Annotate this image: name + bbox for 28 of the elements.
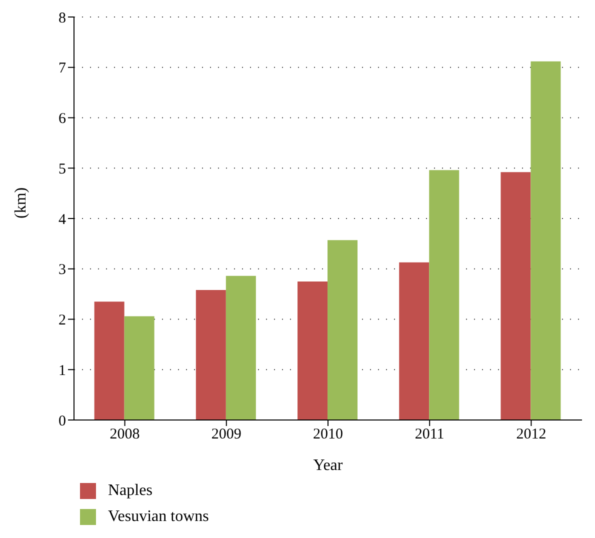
bar: [500, 172, 531, 420]
y-tick-label: 5: [58, 161, 66, 178]
x-tick-label: 2010: [313, 426, 343, 443]
bar: [530, 61, 561, 420]
bar: [124, 316, 154, 420]
x-tick-label: 2008: [110, 426, 140, 443]
bar: [226, 276, 256, 420]
legend-label: Vesuvian towns: [108, 507, 209, 527]
bar: [196, 290, 226, 420]
y-tick-label: 3: [58, 262, 66, 278]
y-axis-title: (km): [12, 187, 30, 218]
y-tick-label: 8: [58, 10, 66, 26]
x-tick-label: 2012: [516, 426, 546, 443]
legend-label: Naples: [108, 481, 152, 501]
bar: [399, 262, 430, 420]
y-tick-label: 1: [58, 362, 66, 379]
x-axis-title: Year: [313, 457, 344, 474]
y-tick-label: 4: [58, 212, 66, 228]
bar: [298, 281, 328, 420]
x-tick-label: 2011: [414, 426, 444, 443]
x-tick-label: 2009: [211, 426, 242, 443]
bar: [328, 240, 358, 420]
y-tick-label: 7: [58, 60, 66, 77]
bar: [94, 302, 124, 420]
y-tick-label: 2: [58, 312, 66, 329]
bar: [429, 170, 460, 420]
y-tick-label: 0: [58, 413, 66, 430]
y-tick-label: 6: [58, 111, 66, 128]
